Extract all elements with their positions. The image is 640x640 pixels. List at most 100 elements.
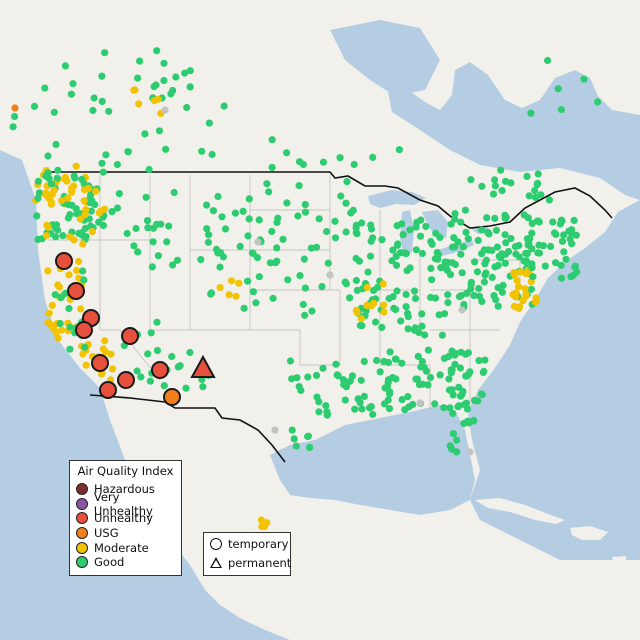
station-dot — [68, 184, 76, 192]
station-dot — [343, 178, 351, 186]
station-dot — [385, 390, 394, 398]
station-dot — [355, 257, 363, 265]
station-dot — [50, 108, 58, 116]
station-dot — [52, 328, 61, 336]
station-dot — [244, 277, 252, 285]
station-dot — [523, 235, 532, 243]
station-dot — [393, 222, 401, 230]
station-dot — [522, 292, 530, 300]
station-dot — [308, 307, 316, 315]
station-dot — [541, 262, 549, 270]
station-dot — [438, 331, 446, 339]
station-dot — [406, 226, 414, 234]
station-dot — [102, 151, 110, 159]
station-dot — [252, 299, 260, 307]
station-dot — [346, 294, 354, 302]
station-dot — [99, 221, 107, 230]
station-dot — [144, 224, 152, 232]
station-dot — [404, 325, 412, 333]
legend-label: temporary — [228, 536, 289, 551]
station-dot — [11, 112, 19, 121]
station-dot — [154, 95, 162, 103]
station-dot — [47, 198, 55, 206]
station-dot — [488, 273, 496, 281]
station-dot — [357, 376, 365, 384]
temporary-station-marker — [67, 282, 85, 300]
station-dot — [570, 216, 578, 224]
station-dot — [363, 283, 371, 292]
station-dot — [458, 269, 466, 277]
station-dot — [431, 400, 439, 408]
station-dot — [412, 375, 420, 383]
station-dot — [245, 215, 253, 223]
station-dot — [473, 268, 481, 276]
station-dot — [108, 208, 116, 216]
station-dot — [365, 404, 374, 412]
aqi-legend: Air Quality Index Hazardous Very Unhealt… — [69, 460, 182, 576]
station-dot — [558, 237, 567, 245]
station-dot — [186, 67, 194, 75]
station-dot — [358, 405, 366, 413]
station-dot — [113, 160, 121, 169]
legend-label: Very Unhealthy — [93, 489, 153, 518]
station-dot — [269, 294, 277, 302]
station-dot — [549, 218, 557, 226]
station-dot — [142, 193, 150, 201]
station-dot — [421, 331, 429, 339]
station-dot — [81, 224, 90, 232]
station-dot — [268, 227, 276, 235]
station-dot — [391, 355, 399, 363]
station-dot — [274, 214, 282, 222]
station-dot — [59, 232, 67, 240]
station-dot — [460, 300, 468, 309]
aqi-legend-title: Air Quality Index — [77, 464, 174, 478]
unhealthy-swatch — [76, 512, 88, 525]
legend-label: Hazardous — [94, 482, 155, 497]
legend-label: USG — [94, 526, 119, 541]
station-dot — [79, 240, 87, 248]
station-dot — [183, 103, 191, 112]
temporary-station-marker — [151, 361, 169, 379]
station-dot — [441, 310, 449, 318]
station-dot — [288, 426, 296, 434]
station-dot — [389, 246, 397, 254]
station-dot — [409, 400, 417, 408]
station-dot — [101, 337, 109, 345]
station-dot — [58, 197, 66, 205]
station-dot — [301, 311, 309, 319]
station-dot — [290, 435, 298, 443]
station-dot — [528, 263, 536, 271]
station-dot — [397, 317, 405, 325]
station-dot — [580, 75, 588, 83]
station-dot — [453, 436, 461, 444]
station-dot — [532, 294, 540, 302]
station-dot — [69, 80, 77, 88]
station-dot — [380, 301, 388, 309]
station-dot — [467, 176, 475, 184]
station-dot — [388, 257, 396, 265]
lake-huron — [422, 210, 448, 238]
station-dot — [557, 261, 565, 269]
station-dot — [493, 243, 501, 251]
station-dot — [444, 258, 452, 266]
station-dot — [203, 201, 211, 209]
station-dot — [301, 201, 309, 209]
station-dot — [163, 238, 171, 246]
legend-item-good: Good — [70, 555, 181, 570]
station-dot — [445, 375, 453, 383]
station-dot — [435, 311, 443, 319]
station-dot — [352, 276, 360, 285]
station-dot — [399, 231, 407, 239]
station-dot — [124, 148, 132, 156]
temporary-station-marker — [91, 354, 109, 372]
station-dot — [101, 49, 109, 57]
station-dot — [528, 229, 536, 237]
station-dot — [480, 367, 488, 375]
station-dot — [54, 226, 62, 234]
station-dot — [220, 102, 228, 110]
station-dot — [56, 319, 64, 328]
station-dot — [436, 233, 444, 242]
legend-item-unhealthy: Unhealthy — [70, 511, 181, 526]
station-dot — [415, 328, 423, 337]
station-dot — [402, 290, 410, 299]
